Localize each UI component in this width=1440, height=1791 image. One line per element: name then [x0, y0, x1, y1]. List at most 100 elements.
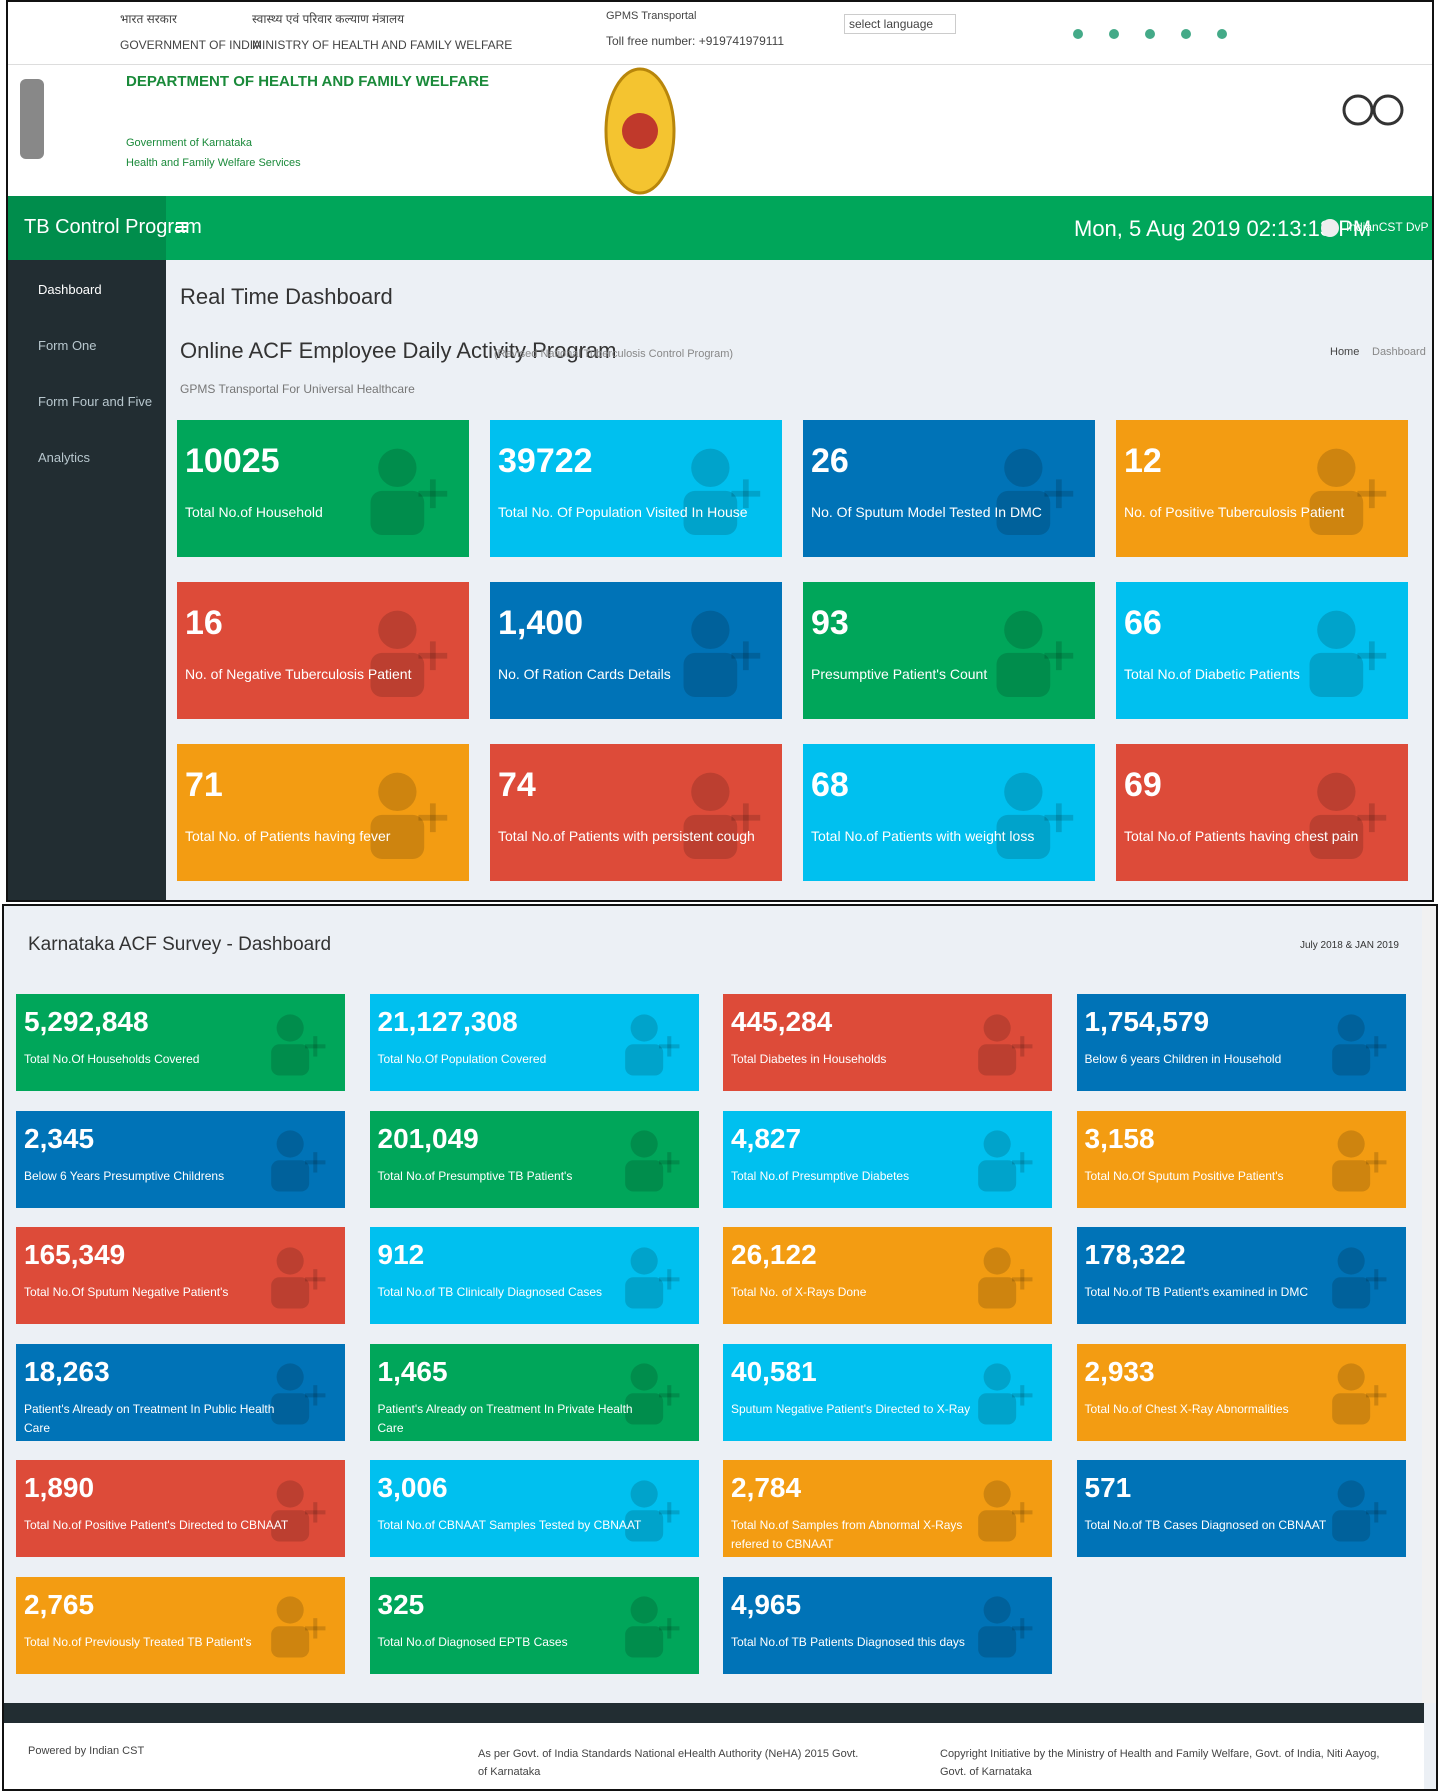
stat-tile: 12 No. of Positive Tuberculosis Patient	[1116, 420, 1408, 557]
tile-label: Total No.of Chest X-Ray Abnormalities	[1084, 1401, 1289, 1416]
tile-icon	[996, 610, 1074, 697]
tile-label: Presumptive Patient's Count	[811, 666, 988, 682]
tile-icon	[624, 1479, 680, 1542]
menu-item[interactable]: Analytics	[38, 450, 91, 465]
social-icon[interactable]	[1217, 29, 1227, 39]
tile-icon	[271, 1596, 326, 1658]
stat-tile: 912 Total No.of TB Clinically Diagnosed C…	[369, 1227, 699, 1324]
tile-icon	[683, 610, 761, 697]
tile-icon	[978, 1246, 1033, 1309]
tile-label: Total No.of Household	[185, 504, 323, 520]
brand[interactable]: TB Control Program	[24, 216, 202, 238]
tile-icon	[978, 1130, 1033, 1192]
ministry: MINISTRY OF HEALTH AND FAMILY WELFARE	[252, 38, 513, 52]
tile-label: Total No.Of Population Covered	[377, 1052, 547, 1066]
tile-value: 39722	[498, 442, 593, 480]
stat-tile: 3,158 Total No.Of Sputum Positive Patient…	[1076, 1110, 1406, 1208]
social-icon[interactable]	[1145, 29, 1155, 39]
tile-icon	[1331, 1479, 1387, 1542]
user[interactable]: IndianCST DvP	[1346, 220, 1429, 234]
stat-tile: 40,581 Sputum Negative Patient's Directed…	[723, 1343, 1052, 1441]
footer-bar	[4, 1703, 1424, 1723]
tile-label: Total No. of X-Rays Done	[731, 1285, 867, 1299]
survey-period: July 2018 & JAN 2019	[1300, 940, 1399, 951]
tile-value: 4,965	[731, 1588, 802, 1620]
stat-tile: 325 Total No.of Diagnosed EPTB Cases	[369, 1576, 699, 1674]
karnataka-seal	[604, 67, 676, 195]
stat-tile: 4,965 Total No.of TB Patients Diagnosed t…	[723, 1576, 1052, 1674]
tile-icon	[978, 1363, 1033, 1425]
stat-tile: 2,784 Total No.of Samples from Abnormal X…	[723, 1460, 1052, 1557]
menu-toggle[interactable]	[176, 220, 190, 234]
tile-value: 12	[1124, 442, 1162, 480]
gov-hindi: भारत सरकार	[120, 12, 177, 26]
tile-icon	[624, 1130, 680, 1192]
tile-value: 571	[1084, 1472, 1132, 1503]
tile-label: Total No.of TB Clinically Diagnosed Case…	[377, 1285, 603, 1299]
stat-tile: 18,263 Patient's Already on Treatment In …	[16, 1343, 345, 1441]
language-select[interactable]: select language	[844, 14, 957, 34]
services: Health and Family Welfare Services	[126, 157, 301, 169]
stat-tile: 26 No. Of Sputum Model Tested In DMC	[803, 420, 1095, 557]
tile-value: 18,263	[24, 1355, 110, 1387]
tile-value: 165,349	[24, 1239, 126, 1270]
social-icons	[1073, 29, 1227, 39]
tile-value: 5,292,848	[24, 1006, 149, 1037]
stat-tile: 3,006 Total No.of CBNAAT Samples Tested b…	[369, 1460, 699, 1557]
portal: GPMS Transportal	[606, 10, 697, 22]
tile-label: Total No.of Patients having chest pain	[1124, 828, 1359, 844]
ministry-hindi: स्वास्थ्य एवं परिवार कल्याण मंत्रालय	[252, 12, 405, 26]
tile-label: Total No.of Diagnosed EPTB Cases	[377, 1634, 568, 1649]
stat-tile: 1,890 Total No.of Positive Patient's Dire…	[16, 1460, 345, 1557]
standards: As per Govt. of India Standards National…	[478, 1748, 859, 1778]
tile-label: No. Of Ration Cards Details	[498, 666, 671, 682]
tile-value: 16	[185, 604, 223, 642]
social-icon[interactable]	[1109, 29, 1119, 39]
tile-value: 2,784	[731, 1472, 802, 1503]
user-avatar	[1321, 219, 1339, 237]
tile-value: 2,933	[1084, 1355, 1155, 1387]
menu-item[interactable]: Form One	[38, 338, 97, 353]
menu-item[interactable]: Form Four and Five	[38, 394, 153, 409]
department: DEPARTMENT OF HEALTH AND FAMILY WELFARE	[126, 73, 490, 90]
tile-label: Total No.of TB Patients Diagnosed this d…	[731, 1634, 965, 1649]
stat-tile: 571 Total No.of TB Cases Diagnosed on CBN…	[1076, 1460, 1406, 1557]
tile-label: Total No.of Patients with weight loss	[811, 828, 1035, 844]
stat-tile: 74 Total No.of Patients with persistent c…	[490, 744, 782, 881]
tile-label: No. of Negative Tuberculosis Patient	[185, 666, 412, 682]
tile-label: No. of Positive Tuberculosis Patient	[1124, 504, 1345, 520]
tile-label: Total No.of CBNAAT Samples Tested by CBN…	[377, 1518, 642, 1532]
stat-tile: 1,400 No. Of Ration Cards Details	[490, 582, 782, 719]
stat-tile: 2,345 Below 6 Years Presumptive Childrens	[16, 1110, 345, 1208]
scrollbar[interactable]	[1422, 906, 1436, 1703]
tile-icon	[683, 448, 761, 535]
stat-tile: 21,127,308 Total No.Of Population Covered	[369, 994, 699, 1091]
realtime-screen: भारत सरकार GOVERNMENT OF INDIA स्वास्थ्य…	[6, 0, 1434, 902]
social-icon[interactable]	[1073, 29, 1083, 39]
tile-icon	[1309, 772, 1387, 859]
tile-value: 1,400	[498, 604, 584, 642]
social-icon[interactable]	[1181, 29, 1191, 39]
footer: Powered by Indian CST As per Govt. of In…	[4, 1723, 1424, 1789]
stat-tile: 66 Total No.of Diabetic Patients	[1116, 582, 1408, 719]
tile-value: 1,465	[377, 1355, 448, 1387]
tile-label: Total No.Of Households Covered	[24, 1052, 200, 1066]
tile-value: 10025	[185, 442, 280, 480]
tile-value: 71	[185, 766, 223, 804]
stat-tile: 201,049 Total No.of Presumptive TB Patien…	[369, 1110, 699, 1208]
breadcrumb-home[interactable]: Home	[1330, 346, 1360, 358]
tile-icon	[1309, 448, 1387, 535]
heading-note: (Revised National Tuberculosis Control P…	[494, 348, 734, 360]
stat-tile: 71 Total No. of Patients having fever	[177, 744, 469, 881]
tile-icon	[271, 1246, 326, 1309]
menu-item[interactable]: Dashboard	[38, 282, 102, 297]
tile-value: 2,345	[24, 1122, 95, 1154]
tile-icon	[1331, 1130, 1387, 1192]
tile-value: 3,158	[1084, 1122, 1155, 1154]
tile-value: 69	[1124, 766, 1162, 804]
tile-label: Total No.Of Sputum Negative Patient's	[24, 1285, 229, 1299]
stat-tile: 4,827 Total No.of Presumptive Diabetes	[723, 1110, 1052, 1208]
stat-tile: 445,284 Total Diabetes in Households	[723, 994, 1052, 1091]
stat-tile: 178,322 Total No.of TB Patient's examined…	[1076, 1227, 1406, 1324]
